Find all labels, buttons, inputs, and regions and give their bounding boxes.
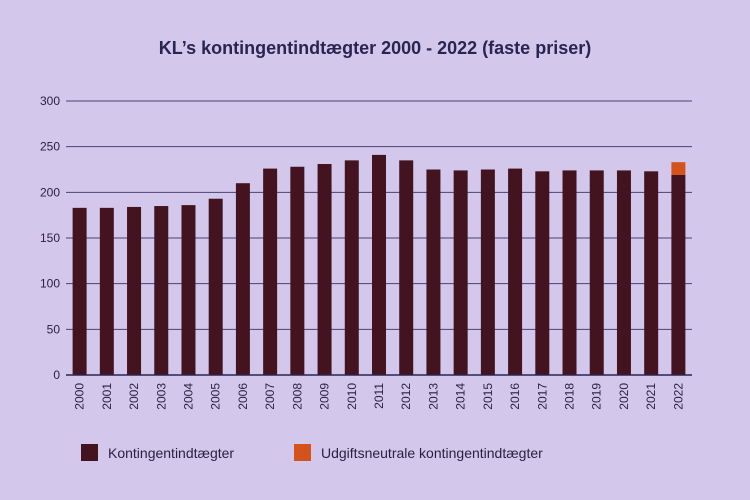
y-tick-label: 300 xyxy=(40,94,60,108)
x-tick-label: 2015 xyxy=(481,383,495,410)
bar-udgiftsneutral xyxy=(671,162,686,175)
x-tick-label: 2018 xyxy=(563,383,577,410)
bar-kontingent xyxy=(562,170,577,375)
y-tick-label: 50 xyxy=(47,322,61,336)
legend-label: Udgiftsneutrale kontingentindtægter xyxy=(321,444,543,461)
y-tick-label: 200 xyxy=(40,185,60,199)
bar-kontingent xyxy=(344,160,359,375)
x-tick-label: 2016 xyxy=(508,383,522,410)
x-tick-label: 2021 xyxy=(644,383,658,410)
legend-label: Kontingentindtægter xyxy=(108,444,235,461)
bar-kontingent xyxy=(589,170,604,375)
x-tick-label: 2008 xyxy=(290,383,304,410)
x-tick-label: 2002 xyxy=(127,383,141,410)
bar-kontingent xyxy=(644,171,659,375)
x-tick-label: 2004 xyxy=(181,383,195,410)
x-tick-label: 2009 xyxy=(318,383,332,410)
bar-kontingent xyxy=(208,198,223,375)
x-tick-label: 2010 xyxy=(345,383,359,410)
x-tick-label: 2000 xyxy=(73,383,87,410)
bar-kontingent xyxy=(317,164,332,375)
y-tick-label: 250 xyxy=(40,140,60,154)
x-tick-label: 2014 xyxy=(454,383,468,410)
bar-kontingent xyxy=(616,170,631,375)
x-tick-label: 2019 xyxy=(590,383,604,410)
chart-title: KL’s kontingentindtægter 2000 - 2022 (fa… xyxy=(158,38,592,58)
x-tick-label: 2011 xyxy=(372,383,386,409)
bar-kontingent xyxy=(671,174,686,375)
bar-kontingent xyxy=(480,169,495,375)
bar-kontingent xyxy=(154,206,169,375)
x-tick-label: 2007 xyxy=(263,383,277,410)
x-tick-label: 2013 xyxy=(426,383,440,410)
x-tick-label: 2020 xyxy=(617,383,631,410)
bar-kontingent xyxy=(72,207,87,375)
bar-kontingent xyxy=(181,205,196,375)
bar-kontingent xyxy=(508,168,523,375)
bar-kontingent xyxy=(426,169,441,375)
y-tick-label: 0 xyxy=(53,368,60,382)
legend-item-kontingentindtaegter: Kontingentindtægter xyxy=(81,444,234,461)
bar-kontingent xyxy=(127,206,142,375)
legend-swatch xyxy=(81,444,98,461)
legend-swatch xyxy=(294,444,311,461)
bar-kontingent xyxy=(235,183,250,375)
bar-kontingent xyxy=(290,166,305,375)
y-tick-label: 100 xyxy=(40,277,60,291)
x-tick-label: 2005 xyxy=(209,383,223,410)
x-tick-label: 2017 xyxy=(535,383,549,410)
x-tick-label: 2001 xyxy=(100,383,114,410)
bar-kontingent xyxy=(99,207,114,375)
legend-item-udgiftsneutrale: Udgiftsneutrale kontingentindtægter xyxy=(294,444,543,461)
bar-kontingent xyxy=(453,170,468,375)
bar-kontingent xyxy=(535,171,550,375)
bar-kontingent xyxy=(399,160,414,375)
y-tick-label: 150 xyxy=(40,231,60,245)
x-tick-label: 2006 xyxy=(236,383,250,410)
x-tick-label: 2022 xyxy=(671,383,685,410)
bar-kontingent xyxy=(372,154,386,375)
x-tick-label: 2003 xyxy=(154,383,168,410)
x-tick-label: 2012 xyxy=(399,383,413,410)
bar-kontingent xyxy=(263,168,278,375)
